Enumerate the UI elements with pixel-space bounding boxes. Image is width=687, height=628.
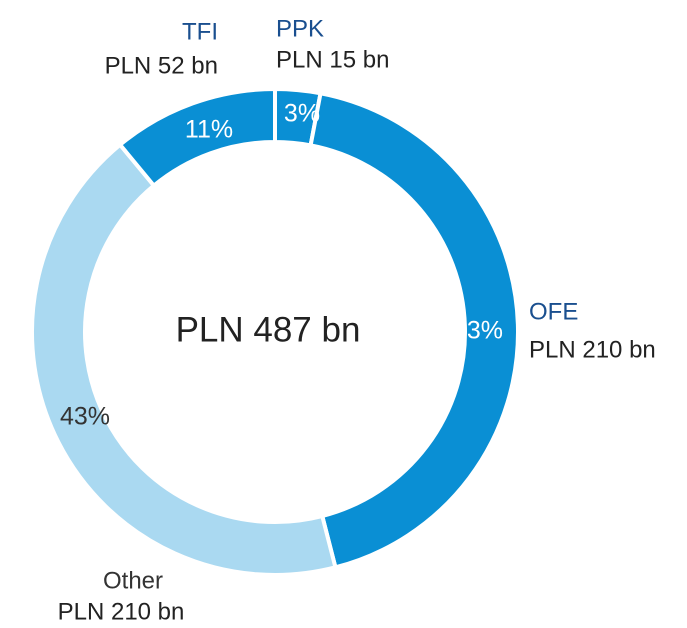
category-label: PPK	[276, 15, 324, 42]
category-label: OFE	[529, 298, 578, 325]
amount-label: PLN 210 bn	[58, 598, 185, 625]
value-label: 43%	[453, 317, 503, 345]
amount-label: PLN 15 bn	[276, 46, 389, 73]
value-label: 3%	[284, 100, 320, 128]
category-label: TFI	[182, 18, 218, 45]
value-label: 11%	[185, 116, 233, 144]
donut-slice	[117, 86, 277, 189]
category-label: Other	[103, 567, 163, 594]
amount-label: PLN 52 bn	[105, 52, 218, 79]
donut-slice	[308, 90, 520, 570]
value-label: 43%	[60, 403, 110, 431]
amount-label: PLN 210 bn	[529, 336, 656, 363]
center-label: PLN 487 bn	[176, 310, 361, 349]
donut-slice	[30, 141, 338, 577]
